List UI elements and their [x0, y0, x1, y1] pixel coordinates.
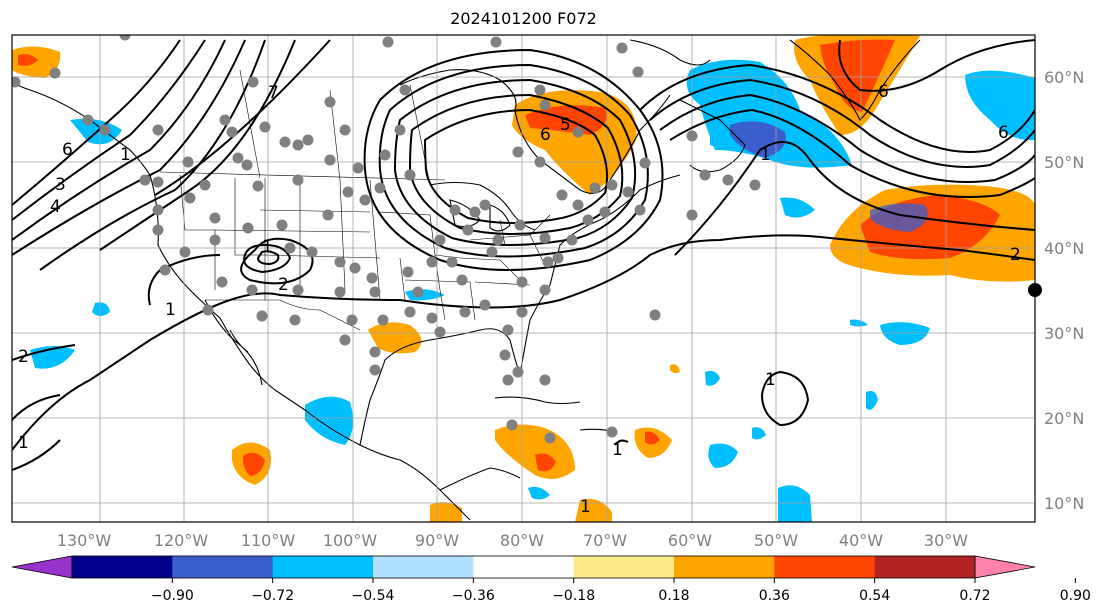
lon-label: 70°W — [583, 531, 627, 550]
colorbar-segment — [373, 556, 474, 578]
contour-label: 1 — [120, 145, 131, 165]
colorbar-extend-high — [974, 555, 1036, 579]
contour-label: 1 — [612, 440, 623, 460]
colorbar-tick-label: −0.72 — [251, 588, 294, 604]
colorbar-segment — [674, 556, 775, 578]
lon-label: 110°W — [241, 531, 296, 550]
lon-label: 90°W — [415, 531, 459, 550]
colorbar-segment — [774, 556, 876, 578]
station-markers — [12, 35, 761, 444]
contour-label: 1 — [165, 300, 176, 320]
contour-labels: 4 3 6 7 1 2 1 2 1 6 5 6 1 1 6 2 1 1 1 — [18, 82, 1021, 517]
contour-label: 3 — [55, 175, 66, 195]
contour-label: 6 — [998, 123, 1009, 143]
colorbar-tick-label: −0.54 — [352, 588, 395, 604]
lon-label: 30°W — [924, 531, 968, 550]
colorbar-tick-label: −0.36 — [452, 588, 495, 604]
lon-label: 80°W — [500, 531, 544, 550]
contour-label: 1 — [580, 497, 591, 517]
lat-label: 60°N — [1044, 68, 1084, 87]
map-frame — [11, 34, 1036, 523]
latitude-axis: 60°N 50°N 40°N 30°N 20°N 10°N — [1044, 68, 1084, 513]
lon-label: 50°W — [754, 531, 798, 550]
colorbar-segment — [573, 556, 675, 578]
colorbar-tick-label: −0.18 — [552, 588, 595, 604]
contour-label: 2 — [1010, 245, 1021, 265]
colorbar-segment — [473, 556, 575, 578]
colorbar-segment — [874, 556, 976, 578]
contour-label: 6 — [540, 125, 551, 145]
colorbar-frame — [71, 555, 976, 579]
colorbar-tick-label: 0.72 — [959, 588, 990, 604]
lon-label: 130°W — [57, 531, 112, 550]
contour-label: 1 — [760, 145, 771, 165]
contour-label: 7 — [268, 83, 279, 103]
lat-label: 10°N — [1044, 494, 1084, 513]
colorbar-tick-label: 0.54 — [859, 588, 890, 604]
colorbar-segment — [72, 556, 173, 578]
colorbar-segment — [272, 556, 374, 578]
colorbar-tick-label: 0.90 — [1060, 588, 1091, 604]
contour-label: 6 — [878, 82, 889, 102]
lat-label: 40°N — [1044, 239, 1084, 258]
lat-label: 30°N — [1044, 324, 1084, 343]
contour-lines — [12, 39, 1035, 471]
map-title: 2024101200 F072 — [450, 9, 597, 28]
lat-label: 50°N — [1044, 153, 1084, 172]
colorbar-segment — [172, 556, 274, 578]
colorbar-tick-label: 0.36 — [759, 588, 790, 604]
lon-label: 40°W — [839, 531, 883, 550]
contour-label: 2 — [18, 347, 29, 367]
colorbar-segments — [11, 555, 1036, 579]
lon-label: 120°W — [154, 531, 209, 550]
contour-label: 1 — [262, 237, 273, 257]
lon-label: 60°W — [668, 531, 712, 550]
contour-label: 1 — [765, 370, 776, 390]
colorbar-tick-label: −0.90 — [151, 588, 194, 604]
longitude-axis: 130°W 120°W 110°W 100°W 90°W 80°W 70°W 6… — [57, 531, 968, 550]
colorbar-labels: −0.90 −0.72 −0.54 −0.36 −0.18 0.18 0.36 0.54 0.7… — [151, 578, 1091, 604]
contour-label: 4 — [50, 197, 61, 217]
colorbar-tick-label: 0.18 — [658, 588, 689, 604]
lon-label: 100°W — [323, 531, 378, 550]
contour-label: 1 — [18, 433, 29, 453]
contour-label: 6 — [62, 140, 73, 160]
edge-marker — [1028, 283, 1042, 297]
contour-label: 5 — [560, 115, 571, 135]
colorbar-extend-low — [11, 555, 73, 579]
lat-label: 20°N — [1044, 409, 1084, 428]
contour-label: 2 — [278, 275, 289, 295]
